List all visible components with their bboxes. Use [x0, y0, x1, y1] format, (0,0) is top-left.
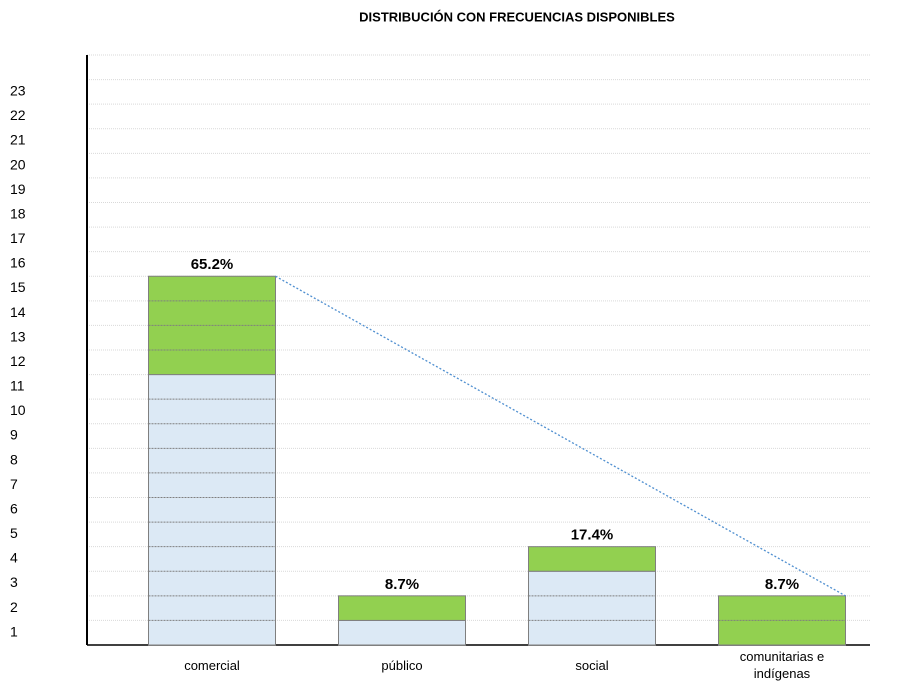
data-label: 8.7% [765, 576, 799, 593]
data-label: 65.2% [191, 256, 234, 273]
y-tick-label: 5 [10, 525, 18, 541]
y-tick-label: 18 [10, 205, 26, 221]
y-tick-label: 2 [10, 599, 18, 615]
x-tick-label: comunitarias e indígenas [739, 649, 825, 681]
bar-segment [338, 619, 466, 646]
y-tick-label: 17 [10, 230, 26, 246]
y-tick-label: 4 [10, 550, 18, 566]
y-tick-label: 19 [10, 181, 26, 197]
y-tick-label: 12 [10, 353, 26, 369]
y-tick-label: 1 [10, 623, 18, 639]
y-tick-label: 9 [10, 427, 18, 443]
y-tick-label: 8 [10, 451, 18, 467]
x-tick-label: social [575, 658, 609, 673]
chart-title: DISTRIBUCIÓN CON FRECUENCIAS DISPONIBLES [359, 9, 675, 24]
y-tick-label: 6 [10, 500, 18, 516]
y-tick-label: 22 [10, 107, 26, 123]
y-tick-label: 16 [10, 255, 26, 271]
y-tick-label: 3 [10, 574, 18, 590]
bar-segment [338, 595, 466, 621]
x-tick-label: comercial [184, 658, 240, 673]
trend-line [275, 275, 846, 597]
bar-segment [528, 570, 656, 646]
y-tick-label: 13 [10, 328, 26, 344]
x-tick-label: público [381, 658, 423, 673]
data-label: 8.7% [385, 576, 419, 593]
data-label: 17.4% [571, 527, 614, 544]
y-tick-label: 21 [10, 132, 26, 148]
y-tick-label: 20 [10, 156, 26, 172]
y-tick-label: 14 [10, 304, 26, 320]
bar-segment [528, 546, 656, 572]
bar-segment [148, 374, 276, 646]
y-tick-label: 10 [10, 402, 26, 418]
y-tick-label: 23 [10, 83, 26, 99]
y-tick-label: 15 [10, 279, 26, 295]
y-tick-label: 11 [10, 378, 25, 394]
y-tick-label: 7 [10, 476, 18, 492]
